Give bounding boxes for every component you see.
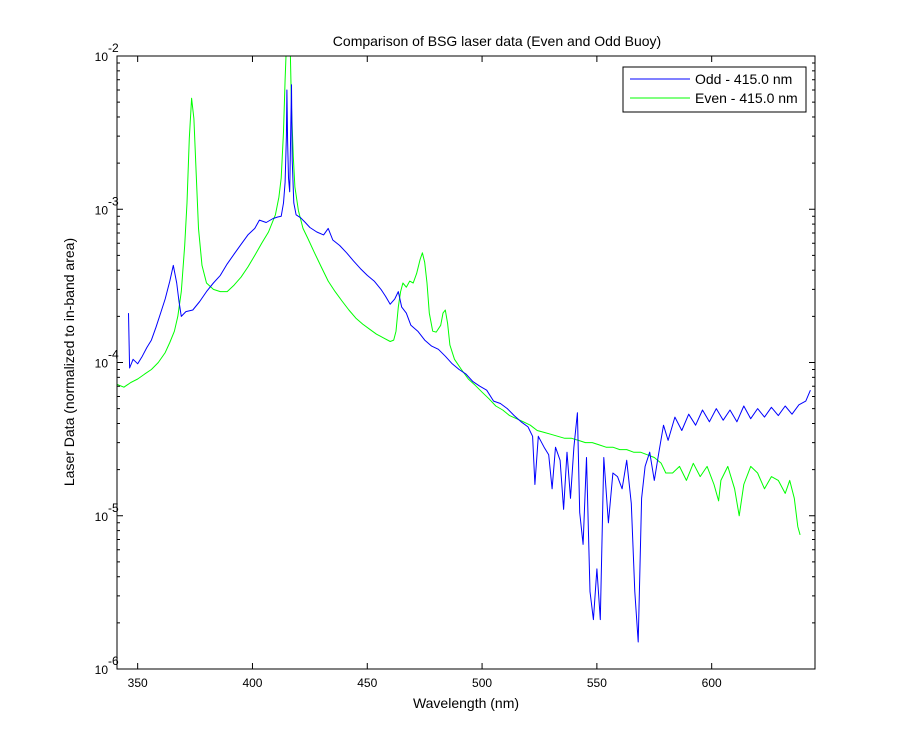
- y-axis-title: Laser Data (normalized to in-band area): [61, 238, 77, 486]
- y-tick-label: 10: [95, 663, 109, 677]
- y-tick-label: 10: [95, 357, 109, 371]
- plot-area-frame: [116, 55, 816, 670]
- legend-box: [622, 66, 807, 113]
- legend-label-even: Even - 415.0 nm: [695, 90, 798, 106]
- y-tick-exponent: -5: [108, 501, 119, 515]
- x-tick-label: 500: [472, 676, 492, 690]
- x-tick-label: 400: [242, 676, 262, 690]
- x-tick-label: 600: [702, 676, 722, 690]
- y-tick-exponent: -6: [108, 654, 119, 668]
- chart-title: Comparison of BSG laser data (Even and O…: [333, 33, 661, 49]
- y-tick-label: 10: [95, 50, 109, 64]
- series-line-even: [117, 56, 801, 536]
- y-tick-exponent: -4: [108, 348, 119, 362]
- y-tick-label: 10: [95, 203, 109, 217]
- y-tick-exponent: -3: [108, 194, 119, 208]
- legend: Odd - 415.0 nm Even - 415.0 nm: [622, 66, 807, 113]
- x-tick-label: 450: [357, 676, 377, 690]
- x-axis-title: Wavelength (nm): [413, 695, 519, 711]
- x-tick-label: 350: [128, 676, 148, 690]
- y-tick-label: 10: [95, 510, 109, 524]
- legend-label-odd: Odd - 415.0 nm: [695, 71, 792, 87]
- series-layer: [117, 56, 811, 643]
- series-line-odd: [128, 84, 811, 643]
- plot-area-background: [117, 56, 815, 669]
- y-tick-exponent: -2: [108, 41, 119, 55]
- x-tick-label: 550: [587, 676, 607, 690]
